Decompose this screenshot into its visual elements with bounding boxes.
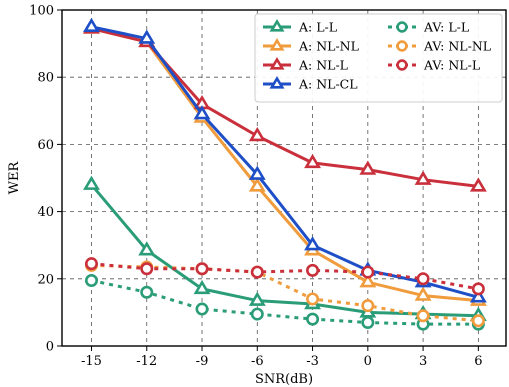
series-layer	[83, 17, 487, 331]
data-point-av-l-l	[250, 307, 264, 321]
legend-marker	[269, 18, 285, 32]
series-av-nl-l	[84, 257, 485, 296]
series-line-a-nl-cl	[91, 25, 479, 299]
y-tick-label: 60	[37, 138, 54, 153]
y-axis-label: WER	[7, 160, 22, 194]
data-point-av-nl-nl	[361, 299, 375, 313]
y-tick-label: 20	[37, 272, 54, 287]
legend-label: A: NL-NL	[298, 39, 359, 54]
data-point-a-nl-cl	[193, 105, 211, 120]
data-point-av-nl-l	[361, 265, 375, 279]
data-point-a-l-l	[83, 175, 100, 190]
legend-marker	[396, 59, 408, 71]
data-point-av-nl-l	[306, 263, 320, 277]
data-point-av-nl-l	[471, 282, 485, 296]
data-point-av-l-l	[306, 312, 320, 326]
legend-marker	[269, 56, 285, 70]
data-point-a-nl-l	[304, 153, 322, 169]
x-tick-label: -12	[136, 354, 157, 369]
series-line-av-nl-l	[91, 262, 479, 291]
data-point-a-nl-nl	[359, 273, 377, 288]
data-point-av-nl-l	[84, 257, 98, 271]
data-point-a-l-l	[138, 241, 156, 256]
data-point-av-nl-l	[416, 272, 430, 286]
legend-box	[254, 13, 503, 103]
plot-frame	[61, 9, 507, 347]
data-point-av-l-l	[361, 315, 375, 329]
legend-marker	[269, 75, 285, 89]
legend: A: L-L A: NL-NL A: NL-L A: NL-CL AV: L-L AV: …	[254, 13, 503, 103]
data-point-a-nl-nl	[414, 286, 432, 301]
legend-marker	[396, 21, 408, 33]
x-tick-label: 6	[474, 354, 482, 369]
data-point-a-nl-cl	[83, 17, 100, 33]
legend-label: AV: NL-L	[423, 58, 480, 73]
x-tick-label: 3	[419, 354, 427, 369]
data-point-av-nl-nl	[471, 314, 485, 328]
data-point-av-nl-nl	[416, 309, 430, 323]
x-tick-label: 0	[364, 354, 372, 369]
data-point-av-l-l	[84, 273, 98, 287]
legend-marker	[269, 37, 285, 51]
data-point-a-nl-nl	[248, 177, 266, 192]
x-tick-label: -3	[306, 354, 319, 369]
legend-label: A: L-L	[298, 20, 337, 35]
legend-label: A: NL-CL	[298, 77, 358, 92]
y-tick-label: 40	[37, 205, 54, 220]
data-point-av-nl-l	[195, 262, 209, 276]
legend-label: AV: L-L	[423, 20, 469, 35]
data-point-a-l-l	[248, 291, 266, 306]
legend-marker	[396, 40, 408, 52]
y-tick-label: 0	[46, 340, 54, 355]
series-line-a-l-l	[90, 183, 479, 318]
data-point-a-nl-l	[469, 177, 487, 192]
data-point-av-nl-l	[140, 262, 154, 276]
data-point-a-nl-cl	[469, 288, 487, 303]
x-axis-label: SNR(dB)	[255, 372, 313, 387]
data-point-a-nl-l	[414, 170, 432, 185]
legend-label: AV: NL-NL	[423, 39, 491, 54]
series-line-av-l-l	[91, 279, 479, 326]
y-tick-label: 100	[29, 4, 54, 19]
data-point-a-nl-l	[248, 126, 266, 142]
data-point-av-nl-l	[250, 265, 264, 279]
data-point-av-nl-nl	[306, 292, 320, 306]
data-point-a-nl-cl	[138, 29, 156, 44]
y-tick-label: 80	[37, 71, 54, 86]
data-point-a-nl-cl	[304, 236, 322, 251]
data-point-a-nl-cl	[248, 165, 266, 180]
data-point-a-l-l	[193, 279, 211, 295]
data-point-av-l-l	[195, 302, 209, 316]
data-point-a-nl-l	[359, 160, 377, 175]
x-tick-label: -15	[81, 354, 102, 369]
x-tick-label: -9	[196, 354, 209, 369]
x-tick-label: -6	[251, 354, 264, 369]
legend-label: A: NL-L	[298, 58, 348, 73]
data-point-av-l-l	[140, 285, 154, 299]
